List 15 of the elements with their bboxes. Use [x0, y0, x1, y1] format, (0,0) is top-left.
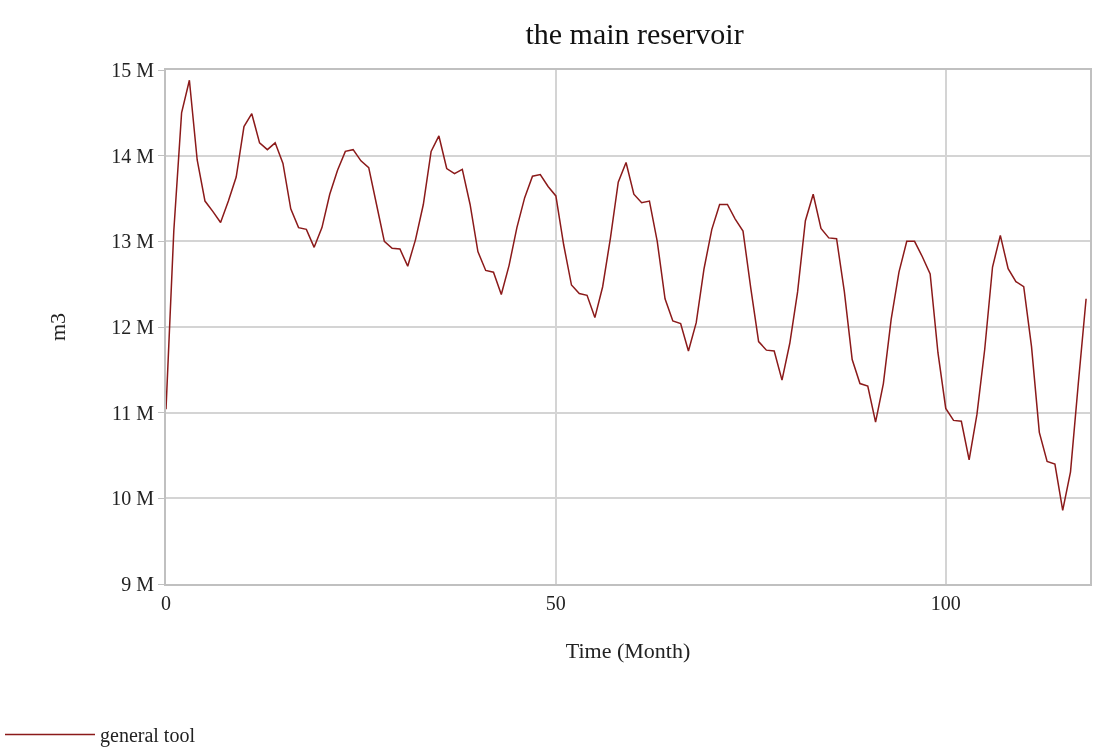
legend-label: general tool: [100, 724, 196, 748]
y-tick-label: 13 M: [111, 230, 155, 253]
chart-title: the main reservoir: [525, 16, 744, 50]
y-tick-label: 15 M: [111, 59, 155, 81]
y-tick-label: 10 M: [111, 487, 155, 510]
x-tick-label: 100: [930, 592, 961, 614]
x-tick-label: 0: [161, 592, 171, 614]
x-tick-label: 50: [545, 592, 566, 614]
x-axis-title: Time (Month): [565, 638, 691, 664]
y-tick-label: 11 M: [111, 401, 155, 424]
line-series: [166, 79, 1087, 512]
y-axis-title: m3: [44, 312, 70, 342]
y-tick-label: 9 M: [121, 573, 155, 595]
y-tick-label: 12 M: [111, 316, 155, 338]
y-tick-label: 14 M: [111, 144, 155, 167]
